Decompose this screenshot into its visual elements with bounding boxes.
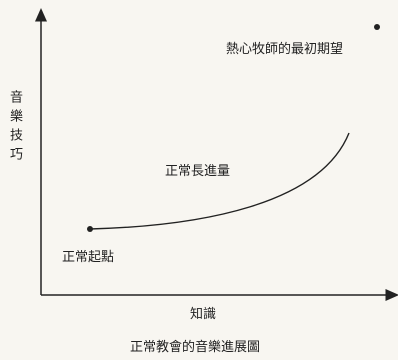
figure-caption: 正常教會的音樂進展圖	[130, 340, 261, 355]
start-point-label: 正常起點	[62, 250, 115, 265]
start-point-dot	[87, 226, 93, 232]
x-axis-label: 知識	[190, 307, 217, 322]
curve-label: 正常長進量	[165, 164, 231, 179]
expectation-point-dot	[374, 24, 380, 30]
growth-curve	[89, 132, 350, 230]
y-axis-label: 音樂技巧	[7, 90, 22, 166]
expectation-label: 熱心牧師的最初期望	[226, 42, 344, 57]
